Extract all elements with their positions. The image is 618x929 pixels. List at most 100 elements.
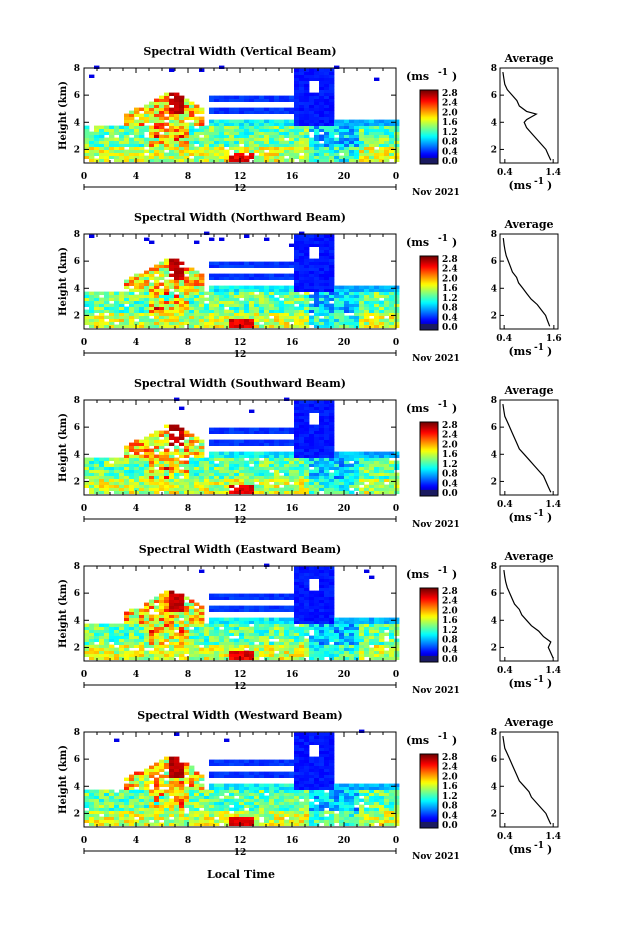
heatmap-cell [239,261,245,265]
heatmap-cell [314,445,320,449]
heatmap-cell [299,125,305,129]
heatmap-cell [274,324,280,328]
heatmap-cell [279,632,285,636]
heatmap-cell [229,309,235,313]
heatmap-cell [279,626,285,630]
heatmap-cell [324,86,330,90]
heatmap-cell [304,294,310,298]
heatmap-cell [339,315,345,319]
heatmap-cell [89,300,95,304]
heatmap-cell [119,294,125,298]
heatmap-cell [324,291,330,295]
heatmap-cell [319,430,325,434]
heatmap-cell [304,309,310,313]
heatmap-cell [319,442,325,446]
heatmap-cell [324,587,330,591]
heatmap-cell [154,303,160,307]
heatmap-cell [224,466,230,470]
heatmap-cell [124,463,130,467]
heatmap-cell [354,125,360,129]
heatmap-cell [369,623,375,627]
heatmap-cell [359,466,365,470]
heatmap-cell [294,472,300,476]
heatmap-cell [114,309,120,313]
heatmap-cell [309,140,315,144]
heatmap-cell [319,240,325,244]
heatmap-cell [294,270,300,274]
heatmap-cell [269,297,275,301]
heatmap-cell [329,264,335,268]
heatmap-cell [339,158,345,162]
heatmap-cell [154,155,160,159]
heatmap-cell [259,315,265,319]
heatmap-cell [249,439,255,443]
heatmap-cell [249,475,255,479]
heatmap-cell [129,478,135,482]
heatmap-cell [379,321,385,325]
heatmap-cell [114,125,120,129]
heatmap-cell [124,134,130,138]
heatmap-cell [314,282,320,286]
heatmap-cell [294,246,300,250]
heatmap-cell [144,306,150,310]
heatmap-cell [324,635,330,639]
heatmap-cell [314,575,320,579]
heatmap-cell [329,614,335,618]
heatmap-cell [229,146,235,150]
heatmap-cell [184,629,190,633]
heatmap-cell [159,273,165,277]
colorbar-tick-label: 1.2 [442,460,458,470]
heatmap-cell [184,140,190,144]
heatmap-cell [124,475,130,479]
heatmap-cell [334,454,340,458]
heatmap-cell [239,122,245,126]
heatmap-cell [289,303,295,307]
heatmap-cell [299,77,305,81]
heatmap-cell [234,451,240,455]
heatmap-cell [314,569,320,573]
heatmap-cell [284,324,290,328]
heatmap-cell [104,632,110,636]
heatmap-cell [259,617,265,621]
colorbar-swatch [420,154,438,157]
heatmap-cell [289,291,295,295]
heatmap-cell [264,261,270,265]
heatmap-cell [349,454,355,458]
heatmap-cell [329,149,335,153]
heatmap-cell [209,475,215,479]
heatmap-cell [229,306,235,310]
heatmap-cell [254,264,260,268]
heatmap-cell [369,490,375,494]
heatmap-cell [314,243,320,247]
heatmap-cell [169,131,175,135]
heatmap-cell [99,472,105,476]
heatmap-cell [189,285,195,289]
heatmap-cell [189,448,195,452]
heatmap-cell [159,457,165,461]
heatmap-cell [169,264,175,268]
heatmap-cell [269,134,275,138]
heatmap-cell [329,68,335,72]
heatmap-cell [299,324,305,328]
heatmap-cell [284,285,290,289]
heatmap-cell [239,158,245,162]
heatmap-cell [264,475,270,479]
heatmap-cell [154,629,160,633]
heatmap-cell [339,451,345,455]
heatmap-cell [304,252,310,256]
heatmap-cell [364,291,370,295]
month-label: Nov 2021 [412,354,460,364]
heatmap-cell [359,463,365,467]
heatmap-cell [289,143,295,147]
heatmap-cell [299,584,305,588]
heatmap-cell [369,306,375,310]
heatmap-cell [304,596,310,600]
heatmap-cell [384,318,390,322]
heatmap-cell [339,487,345,491]
heatmap-cell [194,131,200,135]
heatmap-cell [249,300,255,304]
heatmap-cell [289,608,295,612]
heatmap-cell [379,318,385,322]
heatmap-cell [224,276,230,280]
heatmap-cell [104,128,110,132]
